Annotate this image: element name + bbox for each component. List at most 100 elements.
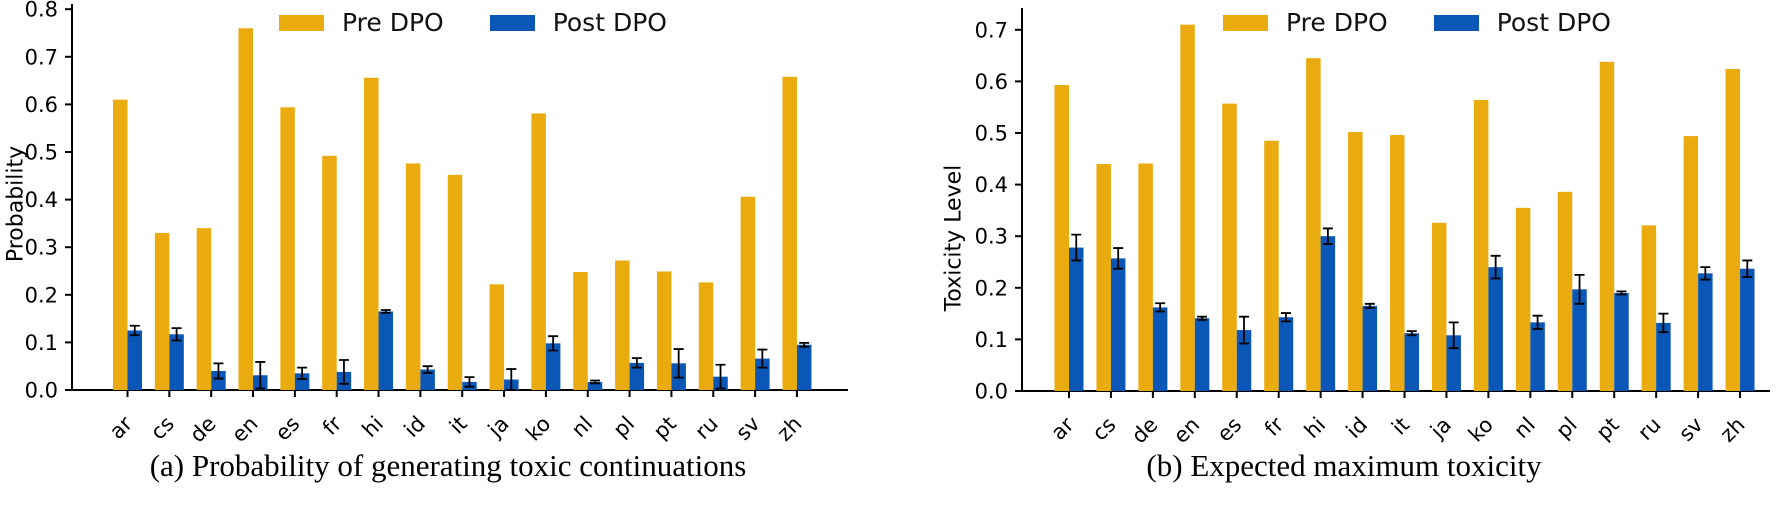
x-tick-label-en: en [227,412,263,444]
x-tick-label-nl: nl [567,412,598,443]
y-tick-label: 0.6 [975,70,1008,94]
bar-post-dpo-nl[interactable] [1530,322,1545,391]
bar-post-dpo-id[interactable] [420,369,435,390]
bar-post-dpo-it[interactable] [1404,333,1420,391]
error-bar-de [213,362,224,380]
error-bar-nl [589,379,600,385]
bar-post-dpo-es[interactable] [1236,330,1252,391]
bar-post-dpo-ko[interactable] [545,343,561,390]
bar-pre-dpo-pt[interactable] [656,271,672,390]
bar-pre-dpo-ar[interactable] [1054,85,1070,392]
bar-post-dpo-es[interactable] [294,373,310,390]
bar-pre-dpo-nl[interactable] [1515,207,1531,391]
y-tick-label: 0.2 [975,276,1008,300]
bar-pre-dpo-it[interactable] [1390,135,1405,391]
error-bar-ar [1071,233,1082,262]
bar-post-dpo-ja[interactable] [1446,335,1461,391]
bar-pre-dpo-ru[interactable] [1641,225,1657,391]
bar-post-dpo-cs[interactable] [1110,258,1126,391]
x-tick-label-pt: pt [1592,413,1624,444]
y-tick-label: 0.0 [25,379,58,403]
bar-pre-dpo-id[interactable] [1348,131,1363,391]
bar-pre-dpo-ar[interactable] [113,99,128,390]
bar-pre-dpo-it[interactable] [447,174,463,390]
x-tick-label-es: es [271,412,305,444]
bar-pre-dpo-pl[interactable] [615,260,630,390]
x-tick-label-hi: hi [358,412,389,443]
bar-post-dpo-ar[interactable] [127,330,143,391]
x-tick-label-fr: fr [318,411,347,440]
bar-post-dpo-zh[interactable] [796,344,812,390]
bar-pre-dpo-nl[interactable] [573,271,588,390]
error-bar-it [1406,330,1417,337]
bar-pre-dpo-ko[interactable] [1473,99,1489,391]
bar-pre-dpo-en[interactable] [238,28,254,391]
bar-post-dpo-pl[interactable] [629,362,645,390]
bar-post-dpo-en[interactable] [1194,318,1210,391]
bar-post-dpo-hi[interactable] [1320,236,1336,391]
x-tick-label-de: de [185,412,221,444]
bar-post-dpo-id[interactable] [1362,305,1378,391]
bar-post-dpo-cs[interactable] [169,334,184,390]
bar-chart-toxicity: 0.0 0.1 0.2 0.3 0.4 0.5 0.6 0.7 ar cs de en es fr hi id… [975,8,1770,444]
x-tick-label-pl: pl [1551,413,1582,444]
error-bar-id [1364,302,1375,309]
error-bar-cs [171,327,182,342]
bar-pre-dpo-sv[interactable] [740,196,756,390]
error-bar-es [297,366,308,380]
bar-pre-dpo-sv[interactable] [1683,136,1699,391]
x-tick-label-pl: pl [609,412,640,443]
bar-post-dpo-fr[interactable] [1278,317,1294,391]
bar-pre-dpo-en[interactable] [1180,24,1195,391]
bar-post-dpo-ru[interactable] [1656,322,1671,391]
legend-label-pre-dpo: Pre DPO [1286,8,1388,37]
bar-pre-dpo-ja[interactable] [1431,222,1447,391]
error-bar-ru [1658,312,1669,334]
bar-pre-dpo-hi[interactable] [1306,58,1321,392]
bar-chart-probability: 0.0 0.1 0.2 0.3 0.4 0.5 0.6 0.7 0.8 ar cs de en es fr h… [25,0,848,444]
bar-post-dpo-hi[interactable] [378,311,394,390]
bar-post-dpo-zh[interactable] [1740,268,1755,391]
bar-post-dpo-ko[interactable] [1488,267,1503,391]
bar-pre-dpo-pl[interactable] [1557,191,1573,391]
y-tick-label: 0.3 [975,225,1008,249]
bar-pre-dpo-cs[interactable] [154,232,170,390]
error-bar-pl [1574,274,1585,305]
bar-post-dpo-pt[interactable] [1614,292,1629,391]
bar-pre-dpo-ru[interactable] [698,282,714,390]
bar-post-dpo-pl[interactable] [1572,289,1587,391]
bar-post-dpo-sv[interactable] [755,358,770,390]
error-bar-ja [1448,321,1459,350]
bar-post-dpo-de[interactable] [211,370,226,390]
bar-pre-dpo-de[interactable] [196,228,212,390]
y-tick-label: 0.3 [25,236,58,260]
bar-pre-dpo-zh[interactable] [782,76,797,391]
bar-pre-dpo-id[interactable] [405,163,421,390]
bar-post-dpo-nl[interactable] [587,381,603,390]
bar-pre-dpo-cs[interactable] [1096,163,1111,391]
bar-pre-dpo-hi[interactable] [364,77,379,390]
bar-pre-dpo-ko[interactable] [531,113,546,390]
bar-pre-dpo-zh[interactable] [1725,69,1741,392]
x-tick-label-zh: zh [1715,413,1749,444]
bar-pre-dpo-fr[interactable] [322,155,337,390]
error-bar-sv [757,348,768,369]
bar-pre-dpo-es[interactable] [280,107,295,391]
legend-swatch-post-dpo [489,14,535,31]
bar-pre-dpo-pt[interactable] [1599,61,1615,392]
x-tick-label-cs: cs [146,412,179,444]
bar-post-dpo-ar[interactable] [1069,247,1084,391]
bar-pre-dpo-de[interactable] [1138,163,1153,391]
y-tick-label: 0.4 [975,173,1008,197]
x-tick-label-en: en [1169,413,1205,444]
x-tick-label-sv: sv [731,412,764,444]
bar-pre-dpo-fr[interactable] [1264,140,1279,391]
bar-post-dpo-sv[interactable] [1698,273,1713,391]
y-tick-label: 0.2 [25,283,58,307]
bar-pre-dpo-ja[interactable] [489,284,505,390]
error-bar-it [464,376,475,388]
error-bar-de [1155,302,1166,313]
x-tick-label-id: id [1342,413,1373,444]
bar-post-dpo-de[interactable] [1152,307,1168,391]
bar-pre-dpo-es[interactable] [1222,103,1237,391]
